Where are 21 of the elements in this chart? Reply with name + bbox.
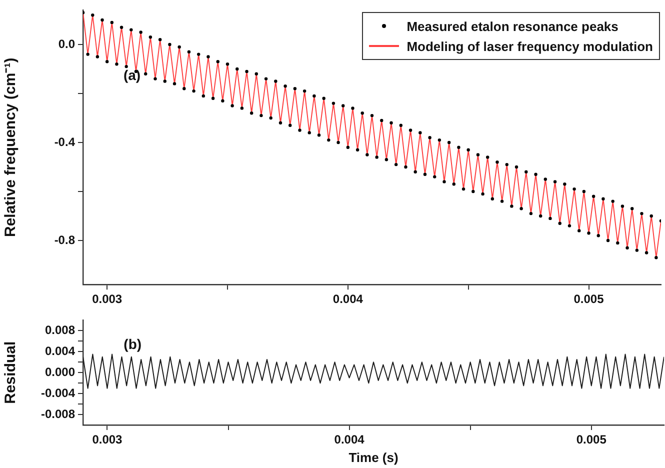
y-tick-label: 0.0: [58, 36, 76, 51]
y-axis-title: Residual: [2, 341, 20, 404]
x-tick-label: 0.003: [92, 432, 123, 447]
x-tick-label: 0.005: [576, 432, 607, 447]
x-tick-label: 0.004: [332, 292, 364, 306]
y-tick-label: -0.8: [54, 232, 76, 247]
y-tick-label: -0.008: [40, 406, 76, 421]
y-tick-label: -0.4: [54, 134, 76, 149]
legend-label: Modeling of laser frequency modulation: [406, 38, 653, 54]
y-axis-title: Relative frequency (cm⁻¹): [2, 58, 20, 238]
legend-label: Measured etalon resonance peaks: [406, 18, 618, 34]
x-tick-label: 0.004: [334, 432, 365, 447]
x-tick-label: 0.005: [574, 292, 604, 306]
y-tick-label: 0.004: [44, 344, 76, 358]
annotation: (b): [124, 336, 142, 352]
y-tick-label: 0.000: [44, 364, 76, 379]
annotation: (a): [123, 66, 141, 83]
y-tick-label: -0.004: [40, 386, 76, 400]
x-tick-label: 0.003: [92, 292, 122, 306]
x-axis-title: Time (s): [348, 450, 398, 465]
y-tick-label: 0.008: [44, 322, 76, 337]
